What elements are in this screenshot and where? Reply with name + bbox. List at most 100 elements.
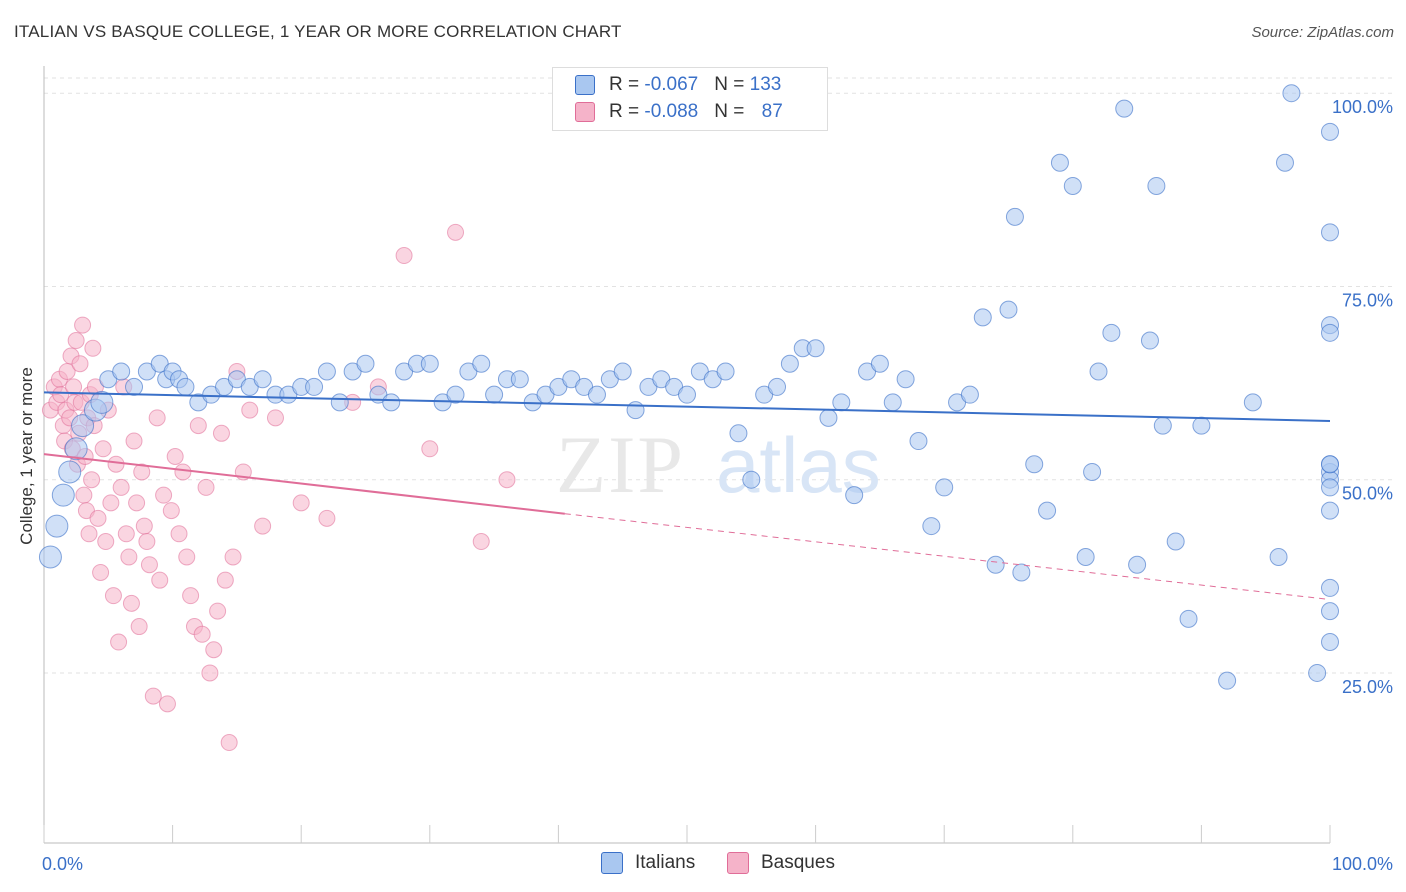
italians-point (1321, 323, 1339, 342)
italians-point (613, 362, 632, 381)
basques-trend-line (43, 453, 565, 515)
italians-point (1243, 393, 1262, 412)
basques-point (97, 533, 115, 551)
italians-point (1166, 532, 1185, 551)
italians-point (176, 377, 195, 396)
italians-point (1321, 602, 1339, 621)
basques-point (84, 339, 102, 357)
y-tick-label: 25.0% (1342, 677, 1393, 697)
basques-point (92, 563, 110, 581)
italians-point (485, 385, 504, 404)
italians-point (973, 308, 992, 327)
legend-row-basques: R = -0.088 N = 87 (575, 101, 783, 127)
watermark: ZIP atlas (556, 419, 881, 510)
legend-n-value: 133 (749, 74, 782, 95)
basques-point (80, 525, 98, 543)
italians-point (71, 414, 95, 438)
italians-point (999, 300, 1018, 319)
italians-point (716, 362, 735, 381)
italians-point (1089, 362, 1108, 381)
trend-lines (43, 391, 1331, 601)
basques-point (83, 471, 101, 489)
italians-point (845, 486, 864, 505)
italians-point (1038, 501, 1057, 520)
italians-point (58, 460, 82, 484)
italians-point (1321, 633, 1339, 652)
italians-point (870, 354, 889, 373)
basques-point (120, 548, 138, 566)
basques-point (107, 455, 125, 473)
italians-point (1282, 84, 1301, 103)
italians-point (38, 545, 62, 569)
basques-point (155, 486, 173, 504)
basques-point (75, 486, 93, 504)
basques-point (71, 355, 89, 373)
italians-point (317, 362, 336, 381)
basques-point (112, 478, 130, 496)
basques-point (395, 247, 413, 265)
basques-point (144, 687, 162, 705)
italians-point (1140, 331, 1159, 350)
basques-point (178, 548, 196, 566)
basques-point (220, 734, 238, 752)
source-label: Source: ZipAtlas.com (1251, 24, 1394, 41)
italians-point (1321, 223, 1339, 242)
basques-point (266, 409, 284, 427)
italians-point (112, 362, 131, 381)
italians-point (1115, 99, 1134, 118)
italians-point (768, 377, 787, 396)
italians-swatch (601, 852, 623, 874)
italians-point (780, 354, 799, 373)
basques-point (472, 533, 490, 551)
tick-labels: 25.0% 50.0% 75.0% 100.0% 0.0% 100.0% (42, 97, 1393, 874)
legend: R = -0.067 N = 133 R = -0.088 N = 87 (552, 67, 828, 131)
italians-point (510, 370, 529, 389)
basques-point (135, 517, 153, 535)
basques-point (89, 509, 107, 527)
basques-point (318, 509, 336, 527)
italians-point (1050, 153, 1069, 172)
basques-point (125, 432, 143, 450)
y-axis-label: College, 1 year or more (17, 367, 36, 545)
italians-point (1275, 153, 1294, 172)
bottom-legend-italians: Italians (601, 852, 695, 874)
italians-point (1321, 501, 1339, 520)
basques-point (102, 494, 120, 512)
italians-point (896, 370, 915, 389)
y-tick-label: 50.0% (1342, 484, 1393, 504)
chart-title: ITALIAN VS BASQUE COLLEGE, 1 YEAR OR MOR… (14, 22, 622, 41)
basques-point (128, 494, 146, 512)
basques-point (151, 571, 169, 589)
basques-point (193, 625, 211, 643)
basques-point (52, 386, 70, 404)
italians-point (587, 385, 606, 404)
italians-point (382, 393, 401, 412)
axes (43, 66, 1331, 844)
italians-point (819, 408, 838, 427)
legend-n-value: 87 (761, 101, 783, 122)
italians-point (356, 354, 375, 373)
basques-point (158, 695, 176, 713)
italians-point (305, 377, 324, 396)
basques-point (94, 440, 112, 458)
basques-swatch (727, 852, 749, 874)
italians-point (64, 437, 88, 461)
basques-point (140, 556, 158, 574)
italians-point (446, 385, 465, 404)
italians-point (420, 354, 439, 373)
x-tick-label: 100.0% (1332, 854, 1393, 874)
basques-trend-extension (564, 513, 1331, 601)
basques-point (447, 223, 465, 241)
basques-point (110, 633, 128, 651)
italians-point (678, 385, 696, 404)
x-tick-label: 0.0% (42, 854, 83, 874)
basques-point (130, 618, 148, 636)
italians-point (742, 470, 761, 489)
basques-point (122, 594, 140, 612)
basques-point (421, 440, 439, 458)
italians-point (960, 385, 979, 404)
italians-point (832, 393, 851, 412)
italians-point (1128, 555, 1147, 574)
basques-point (74, 316, 92, 334)
legend-r-value: -0.067 (644, 74, 699, 95)
